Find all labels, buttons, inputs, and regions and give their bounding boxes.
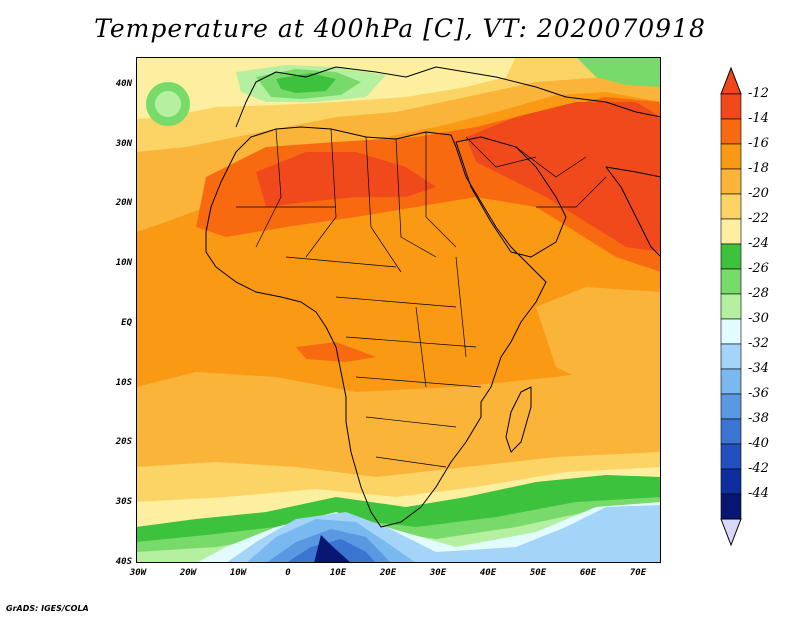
lat-label-20s: 20S [115, 437, 132, 447]
field-green-dark-north [276, 73, 336, 93]
colorbar-label: -28 [748, 286, 769, 301]
field-warmest-sahara [256, 152, 436, 207]
lat-label-10s: 10S [115, 378, 132, 388]
lon-label-10e: 10E [329, 568, 347, 578]
colorbar-swatch [720, 168, 742, 195]
colorbar-label: -40 [748, 436, 769, 451]
lat-label-30n: 30N [115, 139, 132, 149]
colorbar-swatch [720, 93, 742, 120]
colorbar-swatch [720, 218, 742, 245]
colorbar-label: -26 [748, 261, 769, 276]
colorbar-label: -44 [748, 486, 769, 501]
colorbar-label: -32 [748, 336, 769, 351]
lon-label-60e: 60E [579, 568, 597, 578]
colorbar-swatch [720, 193, 742, 220]
colorbar-swatch [720, 293, 742, 320]
colorbar-label: -34 [748, 361, 769, 376]
lon-label-70e: 70E [629, 568, 647, 578]
africa-coastline [205, 126, 547, 528]
credit-text: GrADS: IGES/COLA [6, 604, 89, 613]
colorbar-label: -20 [748, 186, 769, 201]
colorbar-top-arrow [720, 66, 742, 95]
colorbar-label: -38 [748, 411, 769, 426]
colorbar-label: -42 [748, 461, 769, 476]
lat-label-20n: 20N [115, 198, 132, 208]
lon-label-30e: 30E [429, 568, 447, 578]
colorbar-swatch [720, 393, 742, 420]
colorbar-swatch [720, 443, 742, 470]
country-borders [236, 128, 482, 468]
europe-coastline [235, 66, 661, 128]
lat-label-30s: 30S [115, 497, 132, 507]
field-navy-south [314, 535, 351, 563]
lat-label-eq: EQ [121, 318, 132, 328]
field-green-ne [576, 57, 661, 87]
colorbar [720, 66, 742, 547]
colorbar-label: -16 [748, 136, 769, 151]
colorbar-swatch [720, 268, 742, 295]
colorbar-label: -22 [748, 211, 769, 226]
colorbar-swatch [720, 143, 742, 170]
madagascar-coastline [505, 386, 532, 453]
colorbar-swatch [720, 418, 742, 445]
lon-label-40e: 40E [479, 568, 497, 578]
coastlines-and-borders [205, 66, 661, 528]
colorbar-label: -36 [748, 386, 769, 401]
colorbar-swatch [720, 118, 742, 145]
colorbar-swatch [720, 318, 742, 345]
temperature-map [136, 57, 661, 563]
field-warm-congo-patch [296, 342, 376, 362]
colorbar-label: -14 [748, 111, 769, 126]
colorbar-label: -18 [748, 161, 769, 176]
colorbar-swatch [720, 343, 742, 370]
lat-label-10n: 10N [115, 258, 132, 268]
lon-label-50e: 50E [529, 568, 547, 578]
arabia-coastline [455, 136, 567, 258]
lat-label-40s: 40S [115, 557, 132, 567]
colorbar-swatch [720, 243, 742, 270]
field-cool-indian [536, 287, 661, 387]
colorbar-swatch [720, 493, 742, 520]
colorbar-bottom-arrow [720, 518, 742, 547]
colorbar-label: -30 [748, 311, 769, 326]
lon-label-30w: 30W [129, 568, 147, 578]
chart-title: Temperature at 400hPa [C], VT: 202007091… [94, 14, 706, 43]
india-coastline [605, 166, 661, 258]
colorbar-label: -12 [748, 86, 769, 101]
lat-label-40n: 40N [115, 79, 132, 89]
lon-label-10w: 10W [229, 568, 247, 578]
lon-label-0: 0 [285, 568, 291, 578]
lon-label-20w: 20W [179, 568, 197, 578]
colorbar-swatch [720, 368, 742, 395]
field-green-island-inner [155, 91, 181, 117]
middle-east-borders [465, 136, 607, 208]
colorbar-swatch [720, 468, 742, 495]
field-warmest-arabia [466, 102, 661, 252]
colorbar-label: -24 [748, 236, 769, 251]
lon-label-20e: 20E [379, 568, 397, 578]
